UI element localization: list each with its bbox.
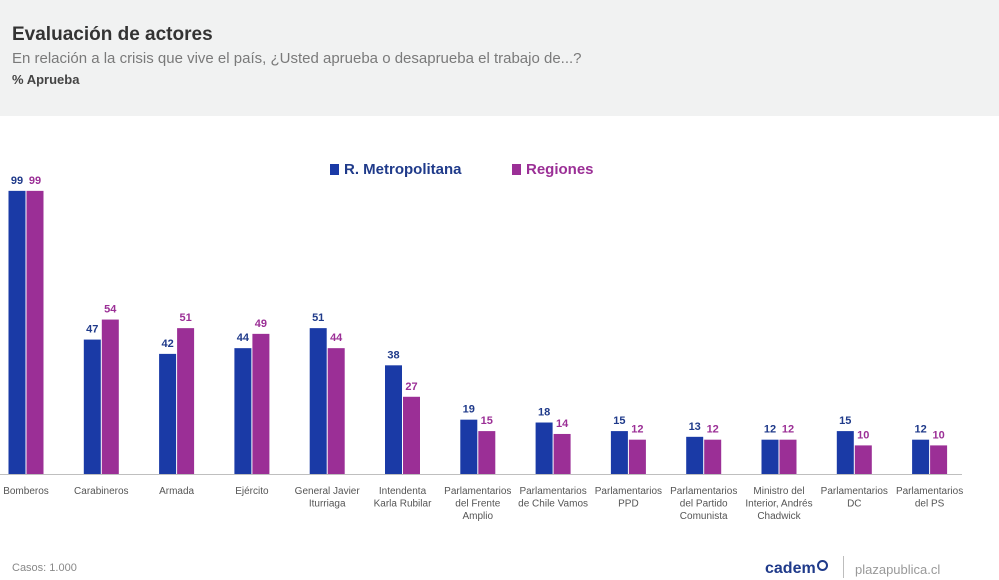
bar — [26, 190, 44, 475]
bar — [252, 333, 270, 474]
cadem-logo-mark — [817, 560, 828, 571]
category-label: Parlamentarios del Partido Comunista — [670, 486, 737, 522]
bar — [930, 445, 948, 474]
legend: R. Metropolitana Regiones — [330, 161, 594, 178]
category-label: Ministro del Interior, Andrés Chadwick — [745, 486, 812, 522]
category-label: Parlamentarios del PS — [896, 486, 963, 510]
data-label: 12 — [707, 424, 719, 436]
data-label: 12 — [782, 424, 794, 436]
data-label: 12 — [914, 424, 926, 436]
data-label: 12 — [764, 424, 776, 436]
measure-label: % Aprueba — [12, 72, 80, 87]
data-label: 15 — [481, 415, 493, 427]
bar — [535, 422, 553, 474]
data-label: 44 — [237, 332, 250, 344]
bar — [912, 439, 930, 474]
bar — [704, 439, 722, 474]
bar — [385, 365, 402, 474]
data-label: 19 — [463, 404, 475, 416]
header-band: Evaluación de actores En relación a la c… — [0, 0, 999, 116]
data-label: 51 — [312, 312, 324, 324]
category-label: Parlamentarios PPD — [595, 486, 662, 510]
legend-swatch — [512, 164, 521, 175]
category-label: Parlamentarios DC — [821, 486, 888, 510]
category-label: Intendenta Karla Rubilar — [374, 486, 432, 510]
bar — [177, 328, 195, 474]
page-subtitle: En relación a la crisis que vive el país… — [12, 50, 582, 67]
category-label: Parlamentarios de Chile Vamos — [518, 486, 588, 510]
data-label: 18 — [538, 407, 550, 419]
cadem-logo: cadem — [765, 560, 816, 577]
category-label: Armada — [159, 486, 194, 497]
legend-swatch — [330, 164, 339, 175]
bar — [761, 439, 779, 474]
bar — [8, 190, 26, 475]
data-label: 10 — [932, 429, 944, 441]
bar — [101, 319, 119, 474]
data-label: 51 — [179, 312, 191, 324]
data-label: 99 — [29, 175, 41, 187]
category-label: Parlamentarios del Frente Amplio — [444, 486, 511, 522]
data-label: 15 — [613, 415, 625, 427]
page-title: Evaluación de actores — [12, 24, 213, 45]
data-label: 54 — [104, 304, 117, 316]
data-label: 15 — [839, 415, 851, 427]
bar — [610, 431, 628, 474]
bar-chart: R. Metropolitana Regiones 99 99 Bomberos 47 54… — [0, 161, 963, 522]
bar — [327, 348, 345, 474]
bar — [779, 439, 797, 474]
data-label: 27 — [405, 381, 417, 393]
category-label: Ejército — [235, 486, 269, 497]
site-link: plazapublica.cl — [855, 562, 941, 577]
legend-label: R. Metropolitana — [344, 161, 462, 178]
legend-label: Regiones — [526, 161, 594, 178]
category-label: Carabineros — [74, 486, 128, 497]
data-label: 47 — [86, 324, 98, 336]
bar — [854, 445, 872, 474]
bar — [628, 439, 646, 474]
footer-divider — [843, 556, 844, 578]
bar — [403, 396, 420, 474]
bar — [686, 436, 704, 474]
data-label: 38 — [387, 349, 399, 361]
bar — [159, 353, 177, 474]
bar — [460, 419, 478, 474]
category-label: Bomberos — [3, 486, 49, 497]
bar — [836, 431, 854, 474]
cases-note: Casos: 1.000 — [12, 562, 77, 574]
bar — [478, 431, 496, 474]
data-label: 13 — [689, 421, 701, 433]
bar — [553, 433, 571, 474]
data-label: 49 — [255, 318, 267, 330]
category-label: General Javier Iturriaga — [295, 486, 361, 510]
data-label: 10 — [857, 429, 869, 441]
data-label: 44 — [330, 332, 343, 344]
bar — [309, 328, 327, 474]
bar — [83, 339, 101, 474]
bar — [234, 348, 252, 474]
data-label: 42 — [161, 338, 173, 350]
data-label: 99 — [11, 175, 23, 187]
data-label: 14 — [556, 418, 569, 430]
data-label: 12 — [631, 424, 643, 436]
